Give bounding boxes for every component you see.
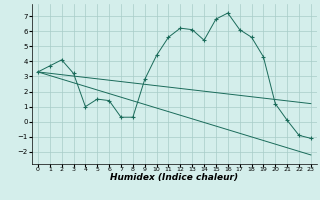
X-axis label: Humidex (Indice chaleur): Humidex (Indice chaleur) xyxy=(110,173,238,182)
